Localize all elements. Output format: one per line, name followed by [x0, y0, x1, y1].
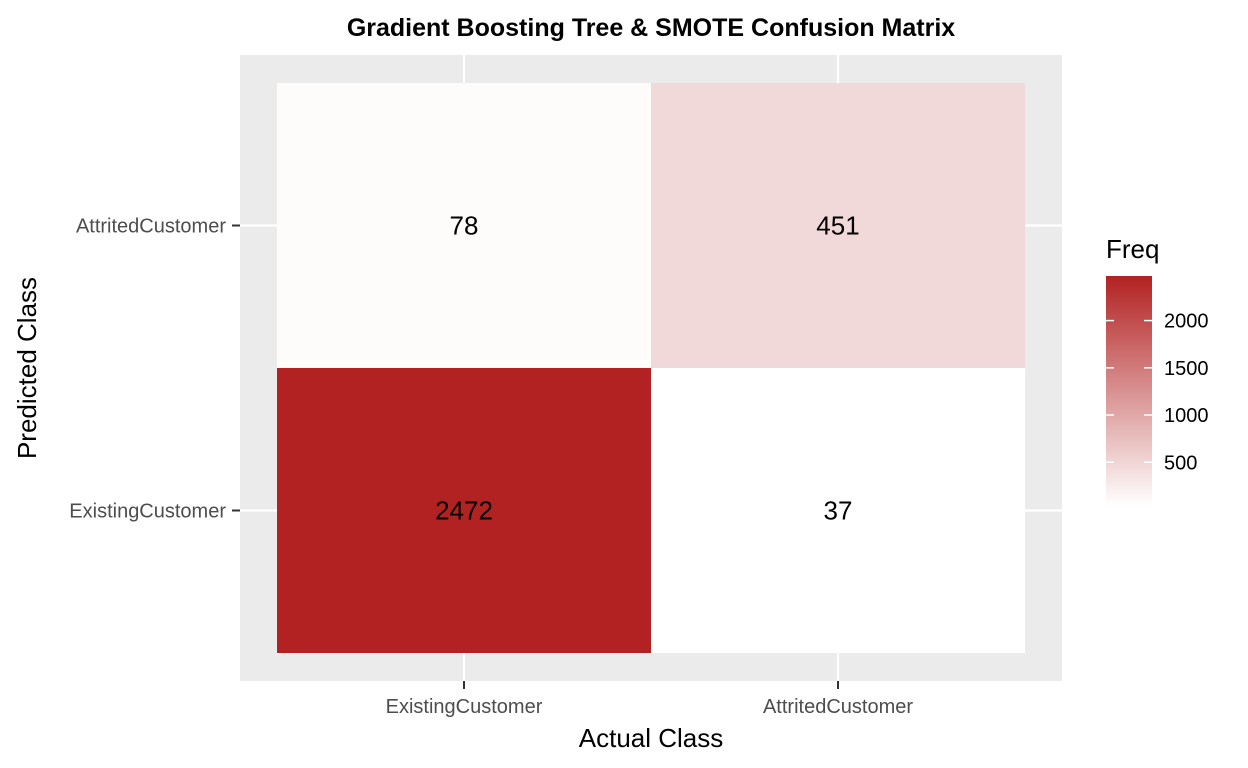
x-axis-ticks: ExistingCustomer AttritedCustomer [386, 681, 913, 718]
legend-tick-label: 1500 [1164, 358, 1209, 380]
y-axis-title: Predicted Class [12, 277, 42, 459]
heatmap-cells [277, 83, 1025, 653]
heatmap-cell [277, 368, 651, 653]
cell-labels: 78 451 2472 37 [435, 211, 860, 526]
y-tick-label: AttritedCustomer [76, 216, 226, 238]
heatmap-cell [277, 83, 651, 368]
x-tick-label: ExistingCustomer [386, 696, 543, 718]
legend: Freq 500 1000 1500 2000 [1106, 234, 1209, 506]
legend-tick-label: 500 [1164, 452, 1197, 474]
cell-value-label: 2472 [435, 496, 493, 526]
x-tick-label: AttritedCustomer [763, 696, 913, 718]
legend-title: Freq [1106, 234, 1159, 264]
heatmap-cell [651, 368, 1025, 653]
chart-title: Gradient Boosting Tree & SMOTE Confusion… [347, 14, 955, 42]
legend-ticks: 500 1000 1500 2000 [1106, 311, 1209, 474]
cell-value-label: 37 [824, 496, 853, 526]
y-axis-ticks: AttritedCustomer ExistingCustomer [69, 216, 240, 523]
x-axis-title: Actual Class [579, 723, 724, 753]
cell-value-label: 451 [816, 211, 859, 241]
cell-value-label: 78 [450, 211, 479, 241]
y-tick-label: ExistingCustomer [69, 501, 226, 523]
heatmap-cell [651, 83, 1025, 368]
legend-tick-label: 1000 [1164, 405, 1209, 427]
legend-tick-label: 2000 [1164, 311, 1209, 333]
legend-colorbar [1106, 276, 1152, 506]
